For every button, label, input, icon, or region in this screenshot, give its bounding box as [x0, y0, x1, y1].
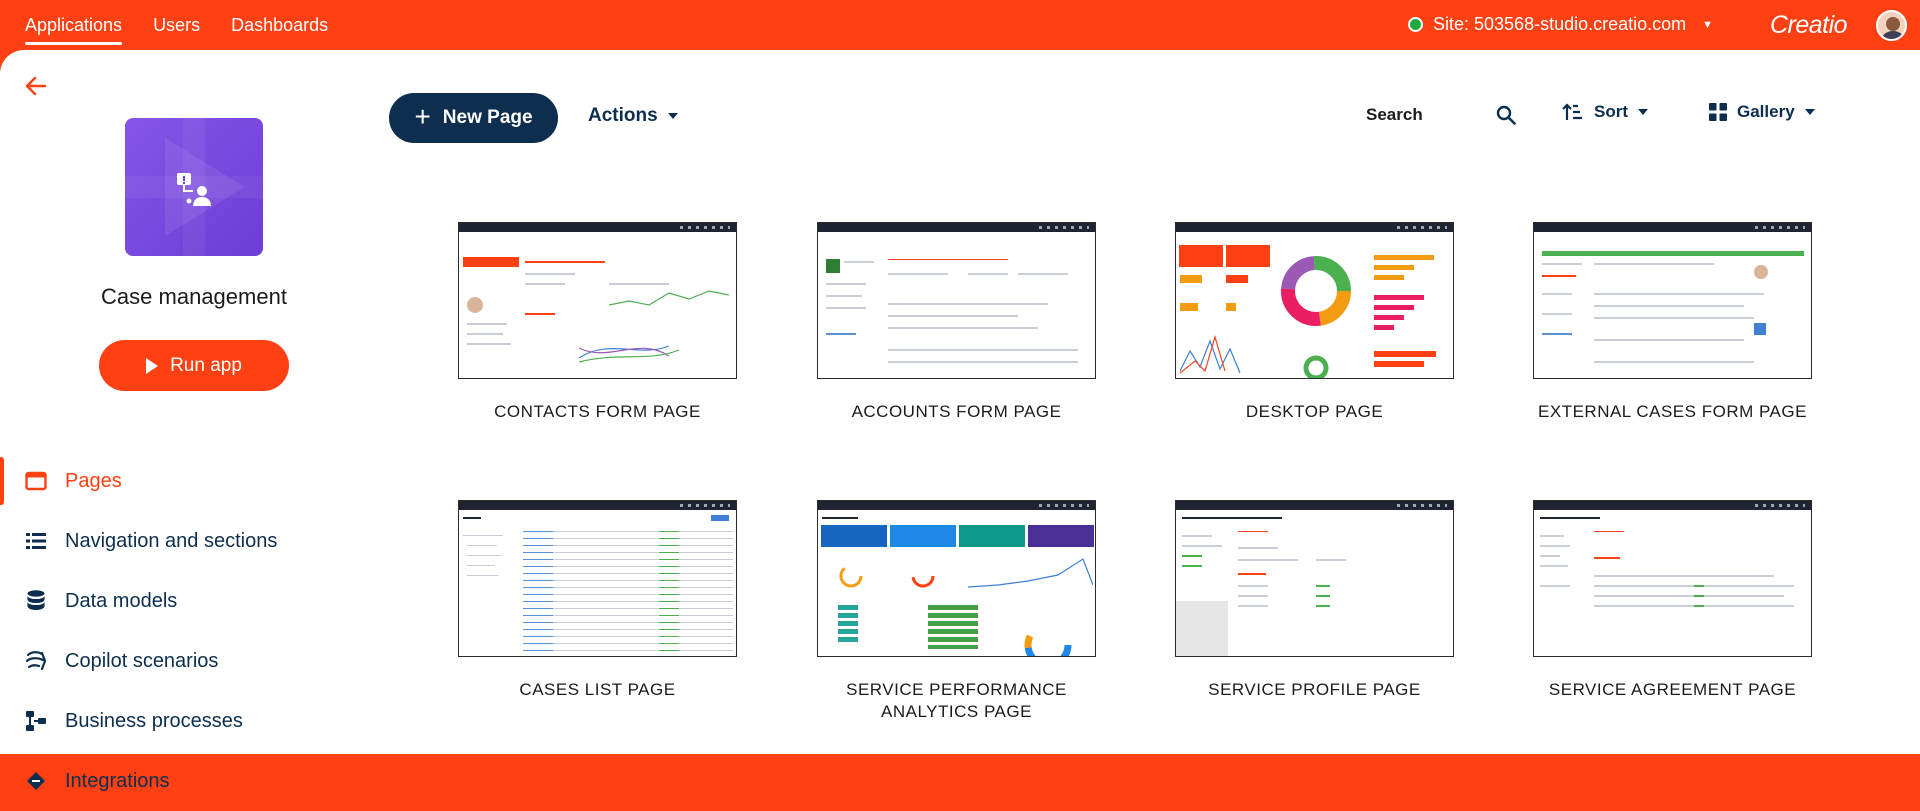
chevron-down-icon: ▼	[1702, 18, 1714, 31]
page-card-external-cases-form[interactable]: EXTERNAL CASES FORM PAGE	[1533, 222, 1812, 423]
page-card-title: EXTERNAL CASES FORM PAGE	[1538, 402, 1807, 421]
sidebar-item-label: Navigation and sections	[65, 529, 278, 552]
sidebar-item-integrations[interactable]: Integrations	[0, 751, 360, 811]
plus-icon: +	[414, 100, 431, 132]
page-card-title: CONTACTS FORM PAGE	[494, 402, 701, 421]
page-thumbnail	[817, 222, 1096, 379]
view-label: Gallery	[1737, 102, 1795, 121]
sidebar-menu: Pages Navigation and sections Data model…	[0, 451, 360, 811]
copilot-icon	[24, 649, 48, 673]
process-icon	[24, 709, 48, 733]
search-icon[interactable]	[1496, 105, 1516, 125]
page-thumbnail	[458, 222, 737, 379]
database-icon	[24, 589, 48, 613]
page-card-service-performance-analytics[interactable]: SERVICE PERFORMANCE ANALYTICS PAGE	[817, 500, 1096, 723]
integration-icon	[24, 769, 48, 793]
page-card-title: CASES LIST PAGE	[519, 680, 676, 699]
chevron-down-icon	[1804, 109, 1815, 115]
new-page-label: New Page	[442, 107, 533, 128]
site-selector[interactable]: Site: 503568-studio.creatio.com ▼	[1408, 14, 1713, 35]
list-icon	[24, 529, 48, 553]
sort-icon	[1562, 103, 1582, 120]
page-card-title: SERVICE PROFILE PAGE	[1208, 680, 1421, 699]
page-thumbnail	[458, 500, 737, 657]
page-thumbnail	[817, 500, 1096, 657]
sort-label: Sort	[1594, 102, 1628, 121]
search-input[interactable]: Search	[1366, 98, 1516, 132]
actions-label: Actions	[588, 105, 658, 126]
sidebar-item-label: Pages	[65, 469, 122, 492]
page-thumbnail	[1175, 500, 1454, 657]
page-card-service-profile[interactable]: SERVICE PROFILE PAGE	[1175, 500, 1454, 701]
page-card-title: SERVICE PERFORMANCE ANALYTICS PAGE	[846, 680, 1067, 721]
tab-users[interactable]: Users	[153, 15, 201, 35]
page-card-title: SERVICE AGREEMENT PAGE	[1548, 680, 1797, 699]
page-card-service-agreement[interactable]: SERVICE AGREEMENT PAGE	[1533, 500, 1812, 701]
sidebar-item-copilot[interactable]: Copilot scenarios	[0, 631, 360, 691]
grid-icon	[1709, 103, 1727, 121]
chevron-down-icon	[1638, 109, 1648, 115]
sidebar-item-label: Copilot scenarios	[65, 649, 219, 672]
case-icon	[177, 173, 211, 206]
sidebar-item-navigation[interactable]: Navigation and sections	[0, 511, 360, 571]
creatio-logo[interactable]: Creatio	[1770, 11, 1848, 39]
sidebar-item-label: Data models	[65, 589, 178, 612]
sidebar-item-label: Integrations	[65, 769, 170, 792]
page-thumbnail	[1533, 500, 1812, 657]
run-app-button[interactable]: Run app	[99, 340, 289, 391]
sidebar-item-label: Business processes	[65, 709, 243, 732]
site-status-indicator	[1408, 17, 1423, 32]
play-icon	[146, 357, 159, 374]
main-panel: Case management Run app Pages Navigation…	[0, 50, 1920, 792]
actions-button[interactable]: Actions	[588, 105, 678, 127]
search-placeholder: Search	[1366, 105, 1423, 124]
back-arrow-icon[interactable]	[24, 74, 48, 98]
site-label: Site: 503568-studio.creatio.com	[1433, 14, 1687, 34]
page-card-title: ACCOUNTS FORM PAGE	[851, 402, 1062, 421]
page-card-cases-list[interactable]: CASES LIST PAGE	[458, 500, 737, 701]
tab-dashboards[interactable]: Dashboards	[231, 15, 329, 35]
top-navigation: Applications Users Dashboards	[25, 0, 328, 50]
sidebar-item-data-models[interactable]: Data models	[0, 571, 360, 631]
page-card-contacts-form[interactable]: CONTACTS FORM PAGE	[458, 222, 737, 423]
app-name: Case management	[101, 284, 287, 309]
top-bar: Applications Users Dashboards Site: 5035…	[0, 0, 1920, 50]
sidebar-item-pages[interactable]: Pages	[0, 451, 360, 511]
page-thumbnail	[1533, 222, 1812, 379]
new-page-button[interactable]: + New Page	[389, 93, 558, 143]
page-card-title: DESKTOP PAGE	[1245, 402, 1384, 421]
page-thumbnail	[1175, 222, 1454, 379]
page-card-desktop[interactable]: DESKTOP PAGE	[1175, 222, 1454, 423]
view-switcher[interactable]: Gallery	[1709, 102, 1815, 122]
sidebar-item-business-processes[interactable]: Business processes	[0, 691, 360, 751]
tab-applications[interactable]: Applications	[25, 0, 123, 50]
run-app-label: Run app	[170, 354, 242, 376]
user-avatar[interactable]	[1876, 10, 1907, 41]
app-icon	[125, 118, 263, 256]
page-card-accounts-form[interactable]: ACCOUNTS FORM PAGE	[817, 222, 1096, 423]
sort-button[interactable]: Sort	[1562, 102, 1648, 122]
page-icon	[24, 469, 48, 493]
chevron-down-icon	[667, 113, 678, 119]
